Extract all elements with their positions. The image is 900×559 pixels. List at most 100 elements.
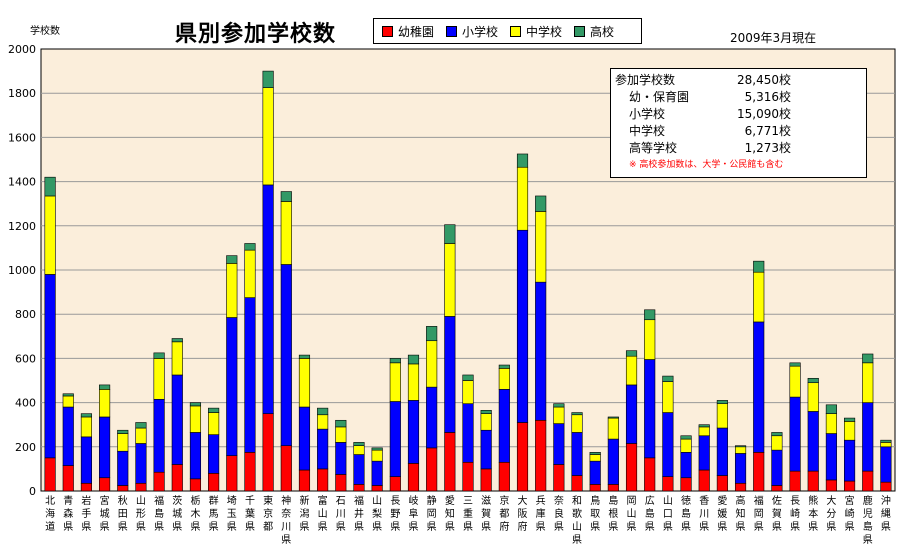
summary-label: 参加学校数	[615, 73, 676, 87]
x-tick-label: 奈良県	[554, 494, 564, 533]
bar-segment-0-8	[189, 478, 202, 492]
summary-row-high: 高等学校 1,273校	[611, 139, 866, 155]
bar-segment-2-20	[407, 363, 420, 401]
x-tick-label: 島根県	[608, 494, 618, 533]
bar-segment-1-14	[298, 406, 311, 471]
summary-label: 幼・保育園	[629, 90, 690, 104]
bar-segment-2-0	[44, 195, 56, 275]
bar-segment-1-33	[644, 359, 656, 459]
bar-segment-0-13	[280, 445, 292, 492]
bar-segment-1-40	[771, 449, 783, 486]
bar-segment-0-33	[644, 457, 656, 492]
x-tick-label: 徳島県	[681, 494, 691, 533]
bar-segment-1-29	[571, 432, 583, 476]
bar-segment-2-36	[698, 426, 710, 437]
bar-segment-3-39	[753, 260, 765, 273]
bar-segment-1-32	[625, 384, 638, 444]
bar-segment-2-5	[135, 427, 147, 444]
bar-segment-2-40	[771, 435, 783, 451]
x-tick-label: 秋田県	[118, 494, 128, 533]
x-tick-label: 宮城県	[100, 494, 110, 533]
bar-segment-2-28	[553, 406, 565, 424]
bar-segment-3-37	[716, 400, 728, 405]
bar-segment-2-45	[862, 362, 874, 403]
bar-segment-3-12	[262, 70, 274, 88]
bar-segment-3-43	[825, 404, 837, 414]
bar-segment-0-38	[734, 482, 747, 492]
bar-segment-3-24	[480, 410, 492, 414]
x-tick-label: 茨城県	[172, 494, 182, 533]
bar-segment-3-1	[62, 393, 74, 397]
bar-segment-3-0	[44, 176, 56, 197]
x-tick-label: 山梨県	[372, 495, 382, 533]
x-tick-label: 沖縄県	[881, 494, 891, 533]
bar-segment-3-2	[80, 413, 92, 418]
chart-title: 県別参加学校数	[175, 22, 337, 47]
bar-segment-0-0	[44, 457, 56, 492]
bar-segment-2-37	[716, 403, 728, 429]
bar-segment-2-3	[99, 389, 111, 418]
bar-segment-0-42	[807, 470, 819, 492]
bar-segment-3-13	[280, 191, 292, 202]
legend-label-kindergarten: 幼稚園	[398, 24, 435, 39]
bar-segment-0-39	[753, 452, 765, 492]
bar-segment-3-7	[171, 338, 183, 343]
summary-label: 小学校	[629, 107, 666, 121]
x-tick-label: 広島県	[645, 494, 655, 533]
x-axis-labels: 北海道青森県岩手県宮城県秋田県山形県福島県茨城県栃木県群馬県埼玉県千葉県東京都神…	[45, 494, 891, 546]
legend-item-kindergarten: 幼稚園	[382, 23, 434, 40]
bar-segment-1-1	[62, 406, 74, 466]
bar-segment-3-20	[407, 354, 420, 365]
bar-segment-2-7	[171, 341, 183, 376]
bar-segment-2-33	[644, 319, 656, 360]
bar-segment-1-25	[498, 389, 510, 463]
bar-segment-3-23	[462, 374, 474, 381]
summary-label: 中学校	[629, 124, 666, 138]
summary-value: 28,450校	[737, 73, 791, 87]
bar-segment-0-10	[226, 455, 238, 492]
bar-segment-0-28	[553, 464, 565, 492]
bar-segment-0-18	[371, 485, 383, 492]
bar-segment-1-10	[226, 317, 238, 456]
x-tick-label: 鳥取県	[590, 494, 600, 533]
summary-note: ※ 高校参加数は、大学・公民館も含む	[629, 160, 784, 170]
bar-segment-3-30	[589, 452, 601, 455]
y-tick-label: 1600	[8, 131, 36, 144]
y-tick-label: 600	[15, 352, 36, 365]
date-note: 2009年3月現在	[730, 31, 817, 45]
bar-segment-1-11	[244, 297, 256, 453]
summary-row-kindergarten: 幼・保育園 5,316校	[611, 88, 866, 104]
bar-segment-2-1	[62, 395, 74, 408]
x-tick-label: 山口県	[663, 495, 673, 533]
bar-segment-2-35	[680, 438, 692, 453]
summary-value: 15,090校	[737, 107, 791, 121]
bar-segment-0-14	[298, 469, 311, 492]
x-tick-label: 大分県	[826, 494, 836, 533]
bar-segment-3-11	[244, 243, 256, 251]
x-tick-label: 長野県	[390, 495, 400, 533]
y-axis-ticks: 0 200 400 600 800 1000 1200 1400 1600 1800 2000	[8, 43, 36, 498]
bar-segment-2-8	[189, 405, 202, 433]
x-tick-label: 福岡県	[754, 494, 764, 533]
bar-segment-2-11	[244, 249, 256, 298]
bar-segment-3-29	[571, 412, 583, 416]
bar-segment-1-30	[589, 460, 601, 485]
bar-segment-0-6	[153, 471, 165, 492]
x-tick-label: 京都府	[499, 494, 509, 533]
bar-segment-3-44	[844, 417, 856, 422]
bar-segment-1-18	[371, 460, 383, 486]
legend-swatch-elementary	[446, 25, 458, 37]
bar-segment-1-46	[880, 446, 892, 483]
bar-segment-1-42	[807, 411, 819, 472]
bar-segment-1-39	[753, 321, 765, 453]
bar-segment-3-6	[153, 352, 165, 359]
summary-value: 6,771校	[744, 124, 791, 138]
bar-segment-1-44	[844, 439, 856, 482]
bar-segment-2-22	[444, 243, 456, 317]
legend: 幼稚園 小学校 中学校 高校	[373, 18, 642, 44]
x-tick-label: 新潟県	[299, 494, 309, 533]
x-tick-label: 福井県	[354, 494, 364, 533]
bar-segment-1-9	[208, 434, 220, 474]
bar-segment-3-35	[680, 435, 692, 440]
x-tick-label: 長崎県	[790, 495, 800, 533]
